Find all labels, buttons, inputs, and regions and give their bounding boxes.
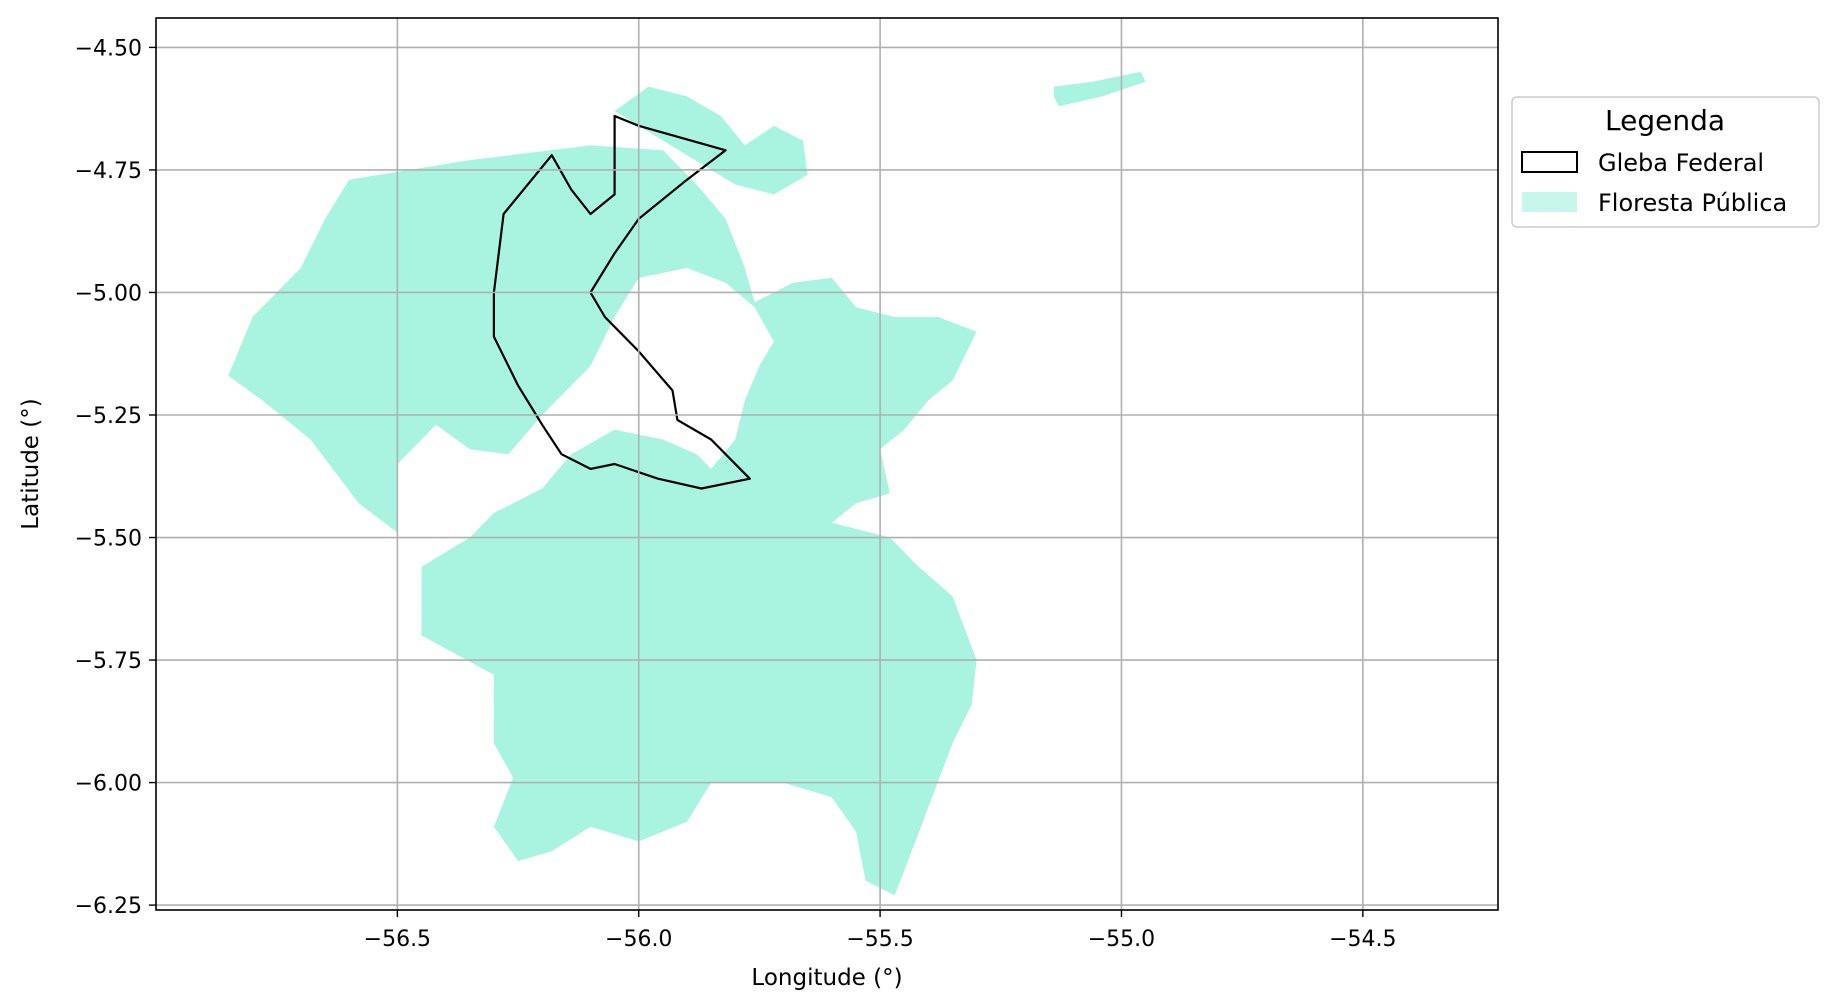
- y-tick-label-1: −4.75: [75, 159, 142, 184]
- y-tick-label-7: −6.25: [75, 894, 142, 919]
- x-tick-label-2: −55.5: [846, 927, 913, 952]
- y-axis-label: Latitude (°): [18, 398, 44, 529]
- x-axis-label: Longitude (°): [751, 965, 902, 991]
- y-tick-label-2: −5.00: [75, 281, 142, 306]
- x-tick-label-3: −55.0: [1088, 927, 1155, 952]
- legend: Legenda Gleba Federal Floresta Pública: [1512, 97, 1819, 227]
- map-layers: [228, 72, 1145, 895]
- y-tick-label-5: −5.75: [75, 649, 142, 674]
- legend-swatch-floresta-publica: [1522, 192, 1577, 212]
- x-tick-label-1: −56.0: [605, 927, 672, 952]
- y-tick-label-0: −4.50: [75, 36, 142, 61]
- legend-label-gleba-federal: Gleba Federal: [1598, 149, 1764, 177]
- y-tick-label-6: −6.00: [75, 772, 142, 797]
- y-tick-label-3: −5.25: [75, 404, 142, 429]
- floresta-publica-area-1: [1054, 72, 1146, 106]
- y-tick-label-4: −5.50: [75, 527, 142, 552]
- legend-label-floresta-publica: Floresta Pública: [1598, 189, 1787, 217]
- x-tick-label-0: −56.5: [364, 927, 431, 952]
- legend-title: Legenda: [1605, 104, 1725, 137]
- x-tick-label-4: −54.5: [1329, 927, 1396, 952]
